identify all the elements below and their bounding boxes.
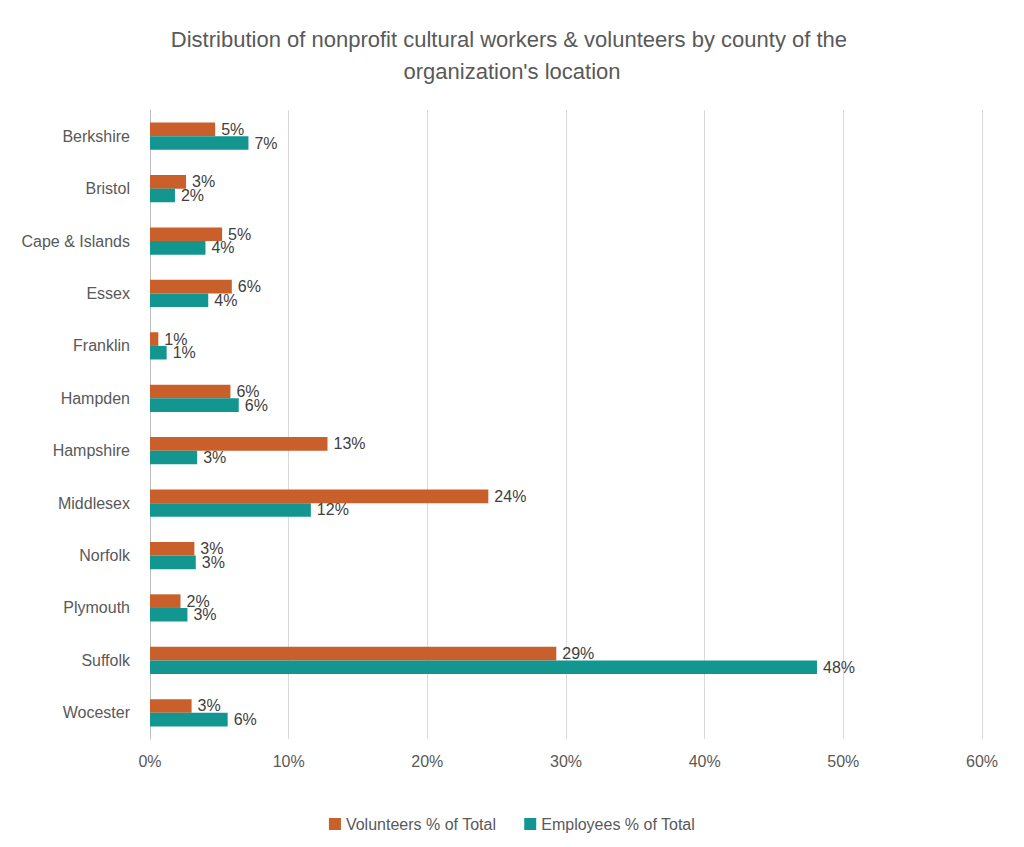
svg-text:organization's location: organization's location <box>403 59 620 84</box>
svg-text:6%: 6% <box>245 397 268 414</box>
svg-text:3%: 3% <box>203 449 226 466</box>
svg-text:Cape & Islands: Cape & Islands <box>21 233 130 250</box>
svg-text:Distribution of nonprofit cult: Distribution of nonprofit cultural worke… <box>171 27 853 52</box>
svg-text:30%: 30% <box>550 753 582 770</box>
svg-text:6%: 6% <box>236 383 260 400</box>
svg-text:40%: 40% <box>689 753 721 770</box>
svg-text:Bristol: Bristol <box>86 180 130 197</box>
svg-text:Middlesex: Middlesex <box>58 495 130 512</box>
svg-text:7%: 7% <box>254 135 277 152</box>
svg-text:Franklin: Franklin <box>73 337 130 354</box>
svg-text:4%: 4% <box>211 239 234 256</box>
svg-text:3%: 3% <box>202 554 225 571</box>
svg-text:Employees % of Total: Employees % of Total <box>541 816 695 833</box>
svg-text:6%: 6% <box>238 278 261 295</box>
svg-text:5%: 5% <box>228 225 252 243</box>
svg-text:3%: 3% <box>192 173 216 191</box>
svg-text:Suffolk: Suffolk <box>81 652 131 669</box>
svg-text:1%: 1% <box>173 344 196 361</box>
svg-text:Norfolk: Norfolk <box>79 547 131 564</box>
svg-text:24%: 24% <box>494 488 526 505</box>
svg-text:5%: 5% <box>221 121 244 138</box>
svg-text:50%: 50% <box>827 753 859 770</box>
svg-text:2%: 2% <box>186 592 210 610</box>
svg-text:13%: 13% <box>333 435 365 452</box>
svg-text:6%: 6% <box>234 711 257 728</box>
svg-text:3%: 3% <box>198 697 221 714</box>
svg-text:Berkshire: Berkshire <box>62 128 130 145</box>
svg-text:10%: 10% <box>273 753 305 770</box>
svg-text:29%: 29% <box>562 645 594 662</box>
svg-text:4%: 4% <box>214 292 237 309</box>
svg-text:2%: 2% <box>181 187 204 204</box>
svg-text:Hampden: Hampden <box>61 390 130 407</box>
svg-text:Hampshire: Hampshire <box>53 442 130 459</box>
svg-text:3%: 3% <box>193 606 216 623</box>
svg-text:Volunteers % of Total: Volunteers % of Total <box>346 816 496 833</box>
svg-text:3%: 3% <box>200 540 224 558</box>
svg-text:60%: 60% <box>966 753 998 770</box>
svg-text:Wocester: Wocester <box>63 704 131 721</box>
svg-text:0%: 0% <box>138 753 161 770</box>
svg-text:1%: 1% <box>164 330 188 348</box>
svg-text:Essex: Essex <box>86 285 130 302</box>
svg-text:20%: 20% <box>411 753 443 770</box>
svg-text:48%: 48% <box>823 659 855 676</box>
svg-text:Plymouth: Plymouth <box>63 599 130 616</box>
svg-text:12%: 12% <box>317 501 349 518</box>
